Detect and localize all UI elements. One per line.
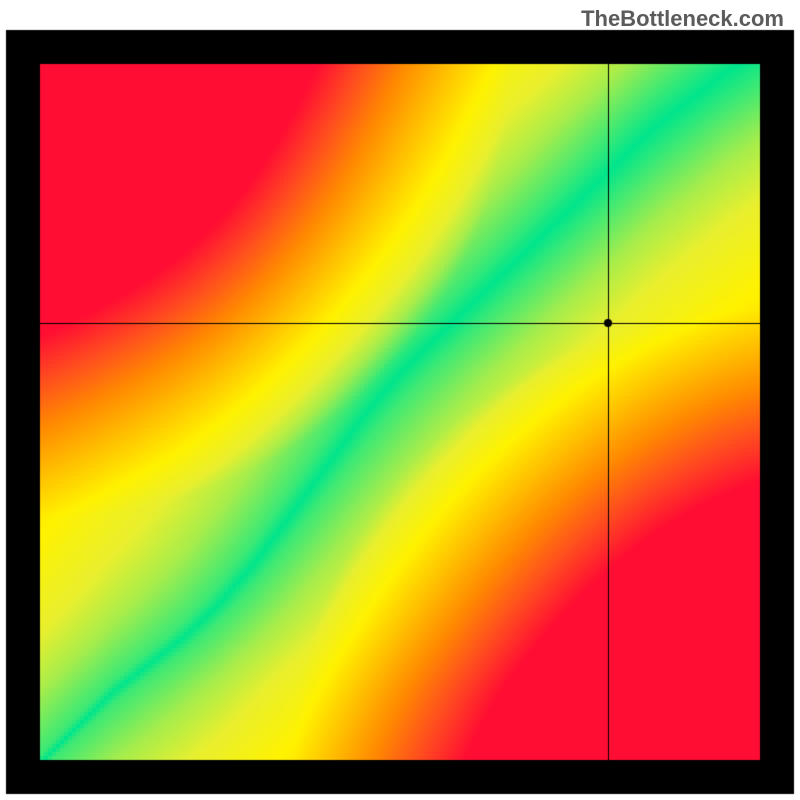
chart-container: TheBottleneck.com	[0, 0, 800, 800]
bottleneck-heatmap	[0, 0, 800, 800]
watermark-text: TheBottleneck.com	[581, 6, 784, 32]
